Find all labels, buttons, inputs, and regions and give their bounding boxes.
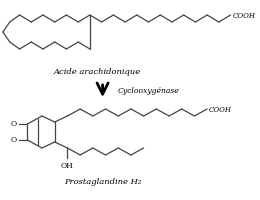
Text: Prostaglandine H₂: Prostaglandine H₂ <box>64 178 141 186</box>
Text: Acide arachidonique: Acide arachidonique <box>54 68 141 76</box>
Text: COOH: COOH <box>209 106 232 114</box>
Text: O: O <box>11 120 17 128</box>
Text: Cyclooxygénase: Cyclooxygénase <box>117 87 179 95</box>
Text: O: O <box>11 136 17 144</box>
Text: OH: OH <box>61 162 74 170</box>
Text: COOH: COOH <box>232 12 256 20</box>
